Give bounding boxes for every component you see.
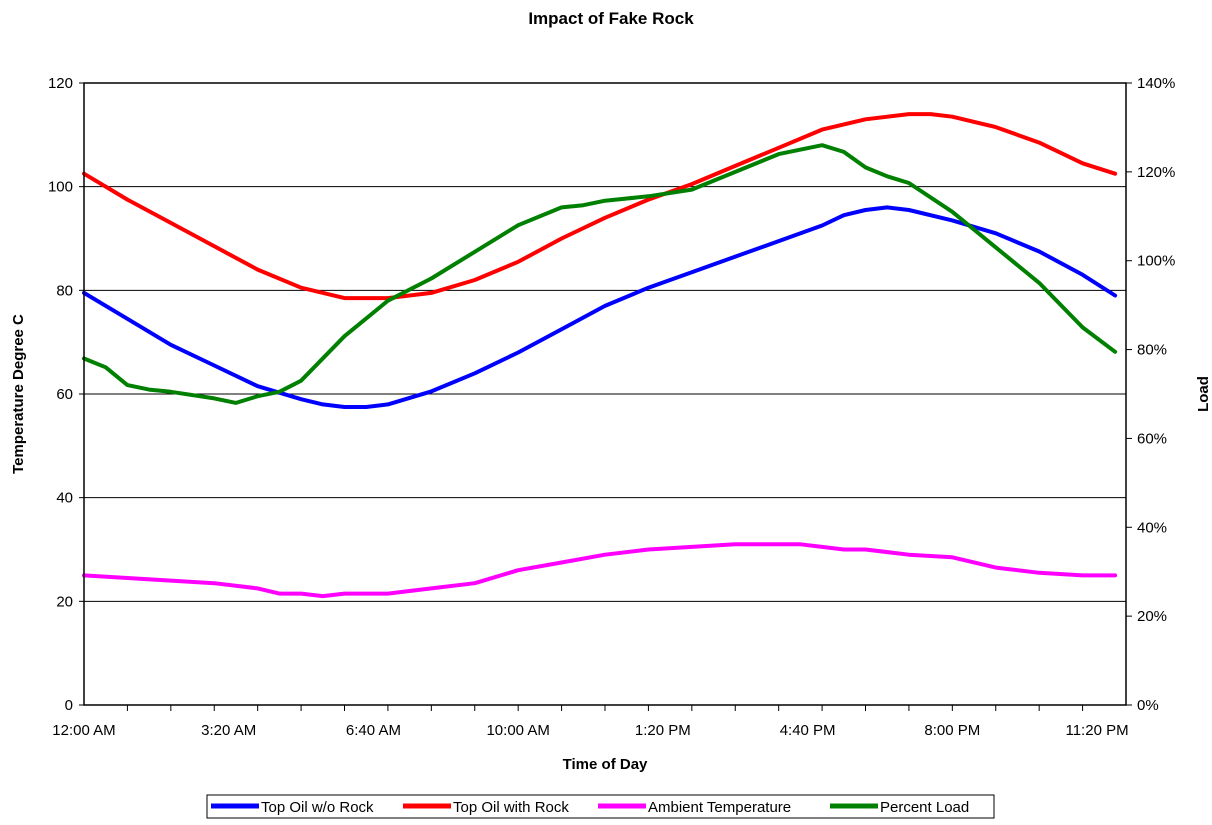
y-tick-label: 120: [48, 75, 73, 92]
y-tick-label: 0: [65, 697, 73, 714]
legend: Top Oil w/o Rock Top Oil with Rock Ambient…: [206, 794, 995, 819]
y2-axis-label: Load: [1195, 376, 1212, 412]
legend-label-ambient-temperature: Ambient Temperature: [648, 799, 791, 816]
y2-tick-label: 20%: [1137, 608, 1167, 625]
series-line-top-oil-w-o-rock: [82, 205, 1118, 409]
series-line-top-oil-with-rock: [82, 112, 1118, 301]
series-lines: [82, 112, 1118, 599]
x-tick-label: 3:20 AM: [201, 722, 256, 739]
series-line-percent-load: [82, 143, 1118, 405]
legend-label-top-oil-w-o-rock: Top Oil w/o Rock: [261, 799, 374, 816]
y2-tick-label: 40%: [1137, 519, 1167, 536]
legend-label-top-oil-with-rock: Top Oil with Rock: [453, 799, 569, 816]
series-line-ambient-temperature: [82, 542, 1118, 599]
y-tick-label: 40: [56, 490, 73, 507]
y-tick-label: 20: [56, 593, 73, 610]
legend-label-percent-load: Percent Load: [880, 799, 969, 816]
y-tick-label: 60: [56, 386, 73, 403]
y-axis-left: 0 20 40 60 80 100 120: [48, 75, 84, 714]
y-axis-right: 0% 20% 40% 60% 80% 100% 120% 140%: [1126, 75, 1175, 714]
y2-tick-label: 100%: [1137, 253, 1175, 270]
y2-tick-label: 120%: [1137, 164, 1175, 181]
y2-tick-label: 140%: [1137, 75, 1175, 92]
x-tick-label: 12:00 AM: [52, 722, 115, 739]
x-tick-label: 10:00 AM: [486, 722, 549, 739]
x-axis: 12:00 AM 3:20 AM 6:40 AM 10:00 AM 1:20 PM 4:4…: [52, 705, 1129, 739]
x-tick-label: 11:20 PM: [1065, 722, 1128, 739]
x-tick-label: 6:40 AM: [346, 722, 401, 739]
y-axis-label: Temperature Degree C: [10, 314, 27, 474]
x-axis-label: Time of Day: [563, 756, 648, 773]
chart-title: Impact of Fake Rock: [528, 9, 694, 28]
x-tick-label: 8:00 PM: [924, 722, 980, 739]
x-tick-label: 4:40 PM: [780, 722, 836, 739]
y-tick-label: 80: [56, 282, 73, 299]
y2-tick-label: 60%: [1137, 430, 1167, 447]
x-tick-label: 1:20 PM: [635, 722, 691, 739]
y2-tick-label: 0%: [1137, 697, 1159, 714]
grid-lines: [84, 186, 1126, 602]
y2-tick-label: 80%: [1137, 342, 1167, 359]
y-tick-label: 100: [48, 179, 73, 196]
